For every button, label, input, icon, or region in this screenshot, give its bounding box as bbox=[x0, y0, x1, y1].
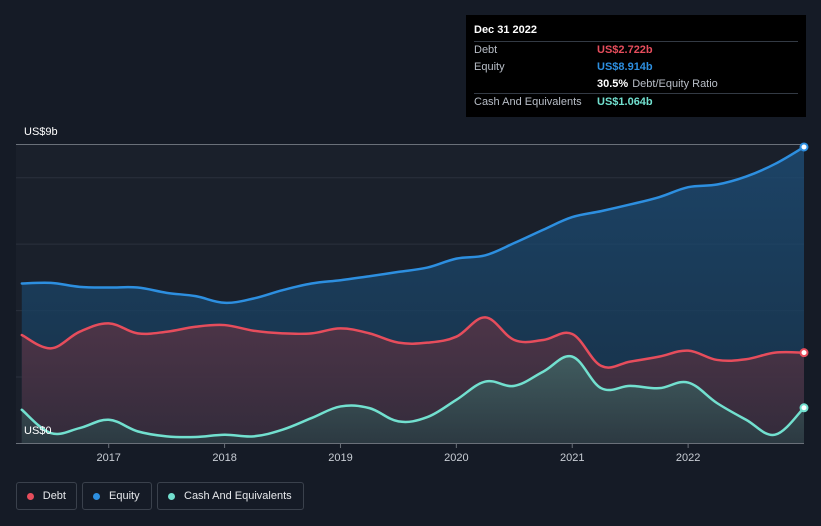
x-tick-label: 2022 bbox=[676, 452, 700, 464]
series-lines bbox=[20, 145, 806, 439]
tooltip-value-equity: US$8.914b bbox=[597, 61, 653, 73]
tooltip-value-debt: US$2.722b bbox=[597, 44, 653, 56]
tooltip-label: Debt bbox=[474, 44, 498, 56]
debt-end-marker bbox=[799, 348, 809, 358]
cash-and-equivalents-area bbox=[21, 356, 804, 443]
legend-item-cash[interactable]: Cash And Equivalents bbox=[157, 482, 304, 510]
y-axis-bottom-label: US$0 bbox=[24, 425, 52, 437]
x-tick-label: 2021 bbox=[560, 452, 584, 464]
legend-item-equity[interactable]: Equity bbox=[82, 482, 152, 510]
equity-line bbox=[20, 145, 806, 305]
tooltip-row-debt: Debt US$2.722b bbox=[474, 41, 798, 59]
tooltip-label: Equity bbox=[474, 61, 505, 73]
legend-label: Debt bbox=[42, 490, 66, 502]
equity-end-marker bbox=[799, 142, 809, 152]
tooltip-ratio-value: 30.5% bbox=[597, 78, 629, 90]
tooltip-panel: Dec 31 2022 Debt US$2.722b Equity US$8.9… bbox=[466, 15, 806, 117]
equity-legend-dot-icon bbox=[93, 492, 100, 500]
cash-legend-dot-icon bbox=[168, 492, 175, 500]
debt-legend-dot-icon bbox=[27, 492, 34, 500]
tooltip-label: Cash And Equivalents bbox=[474, 96, 582, 108]
tooltip-date: Dec 31 2022 bbox=[474, 24, 537, 36]
tooltip-row-cash: Cash And Equivalents US$1.064b bbox=[474, 93, 798, 111]
legend-item-debt[interactable]: Debt bbox=[16, 482, 77, 510]
cash-and-equivalents-line bbox=[20, 354, 806, 439]
x-tick-label: 2018 bbox=[212, 452, 236, 464]
x-tick-label: 2019 bbox=[328, 452, 352, 464]
y-axis-top-label: US$9b bbox=[24, 126, 58, 138]
legend-label: Equity bbox=[109, 490, 140, 502]
tooltip-value-cash: US$1.064b bbox=[597, 96, 653, 108]
cash-and-equivalents-end-marker bbox=[799, 403, 809, 413]
x-axis-ticks: 2017 2018 2019 2020 2021 2022 bbox=[16, 443, 804, 464]
x-tick-label: 2017 bbox=[96, 452, 120, 464]
series-areas bbox=[21, 146, 804, 444]
tooltip-row-ratio: 30.5% Debt/Equity Ratio bbox=[474, 76, 798, 93]
debt-line bbox=[20, 316, 806, 369]
series-end-markers bbox=[799, 142, 809, 413]
x-tick-label: 2020 bbox=[444, 452, 468, 464]
legend-label: Cash And Equivalents bbox=[184, 490, 292, 502]
tooltip-ratio-label: Debt/Equity Ratio bbox=[632, 78, 718, 90]
tooltip-row-equity: Equity US$8.914b bbox=[474, 59, 798, 76]
